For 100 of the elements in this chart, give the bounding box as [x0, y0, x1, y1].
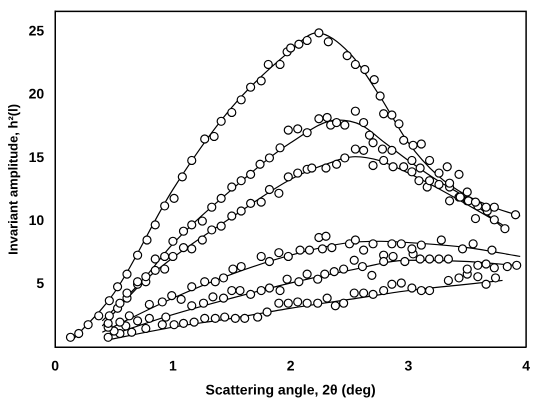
point: [436, 235, 446, 245]
point: [168, 236, 178, 246]
point: [246, 170, 256, 179]
point: [274, 298, 284, 308]
point: [275, 286, 285, 296]
point: [468, 239, 478, 248]
point: [387, 146, 396, 155]
point: [379, 109, 388, 118]
point: [284, 298, 293, 308]
point: [350, 256, 359, 265]
point: [286, 43, 296, 53]
point: [294, 277, 304, 286]
point: [246, 82, 256, 92]
point: [454, 273, 464, 283]
point: [359, 288, 368, 298]
point: [132, 277, 142, 286]
point: [187, 301, 196, 310]
point: [210, 277, 220, 286]
point: [330, 267, 339, 276]
point: [379, 156, 388, 166]
point: [400, 256, 410, 266]
point: [293, 124, 302, 134]
point: [407, 156, 417, 166]
point: [115, 318, 125, 327]
point: [144, 314, 154, 323]
point: [235, 286, 245, 296]
point: [320, 270, 330, 279]
point: [236, 206, 246, 216]
point: [396, 278, 406, 288]
point: [388, 252, 398, 262]
point: [187, 244, 196, 254]
point: [122, 270, 132, 279]
point: [200, 277, 210, 286]
point: [227, 286, 236, 296]
point: [236, 176, 246, 186]
point: [313, 274, 322, 284]
point: [262, 307, 272, 317]
y-tick-label: 5: [36, 275, 44, 292]
point: [210, 314, 220, 323]
point: [424, 176, 434, 186]
point: [350, 288, 359, 298]
point: [318, 244, 328, 254]
point: [332, 160, 342, 169]
point: [359, 246, 368, 255]
point: [332, 118, 342, 128]
y-axis-title: Invariant amplitude, h²(l): [5, 104, 20, 255]
point: [210, 132, 219, 142]
point: [434, 180, 444, 190]
point: [399, 162, 408, 172]
point: [313, 298, 322, 308]
point: [160, 252, 170, 262]
point: [339, 264, 348, 274]
point: [282, 274, 292, 284]
point: [424, 254, 434, 264]
point: [216, 116, 226, 126]
y-tick-label: 15: [28, 148, 44, 165]
point: [246, 290, 256, 299]
point: [359, 146, 368, 155]
point: [187, 282, 196, 292]
y-tick-label: 25: [28, 22, 44, 38]
point: [293, 297, 302, 307]
point: [510, 210, 520, 220]
point: [84, 320, 93, 330]
point: [187, 156, 196, 166]
point: [169, 194, 179, 203]
point: [424, 156, 434, 166]
point: [379, 286, 388, 296]
point: [198, 298, 208, 308]
point: [388, 162, 398, 172]
point: [378, 144, 388, 154]
x-tick-label: 1: [169, 358, 178, 374]
point: [295, 246, 305, 255]
point: [150, 266, 160, 275]
point: [264, 60, 273, 70]
point: [407, 167, 417, 176]
x-tick-label: 4: [522, 358, 530, 374]
x-tick-label: 3: [404, 358, 412, 374]
point: [150, 254, 160, 264]
point: [364, 130, 374, 140]
point: [167, 291, 176, 300]
point: [470, 214, 480, 224]
point: [359, 118, 368, 128]
point: [490, 215, 499, 224]
point: [141, 272, 150, 282]
point: [294, 40, 304, 49]
point: [367, 270, 376, 280]
point: [434, 168, 444, 178]
point: [293, 168, 302, 178]
point: [350, 106, 360, 116]
point: [454, 170, 464, 179]
point: [220, 312, 230, 322]
x-tick-label: 2: [286, 358, 295, 374]
point: [274, 248, 284, 258]
point: [160, 201, 170, 211]
point: [168, 252, 178, 262]
point: [144, 300, 154, 310]
point: [66, 332, 76, 342]
point: [379, 256, 388, 266]
point: [132, 316, 142, 326]
point: [304, 246, 314, 255]
